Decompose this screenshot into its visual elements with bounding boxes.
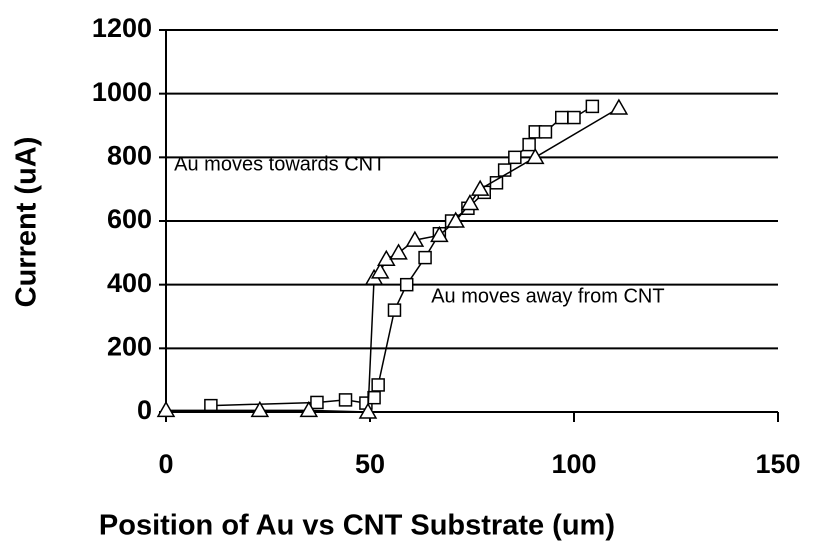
- square-marker: [538, 125, 553, 139]
- triangle-marker: [358, 402, 378, 419]
- triangle-marker: [609, 98, 629, 115]
- annotation: Au moves towards CNT: [174, 154, 385, 176]
- square-marker: [522, 137, 536, 152]
- x-tick-label: 150: [755, 449, 800, 479]
- square-marker: [371, 378, 385, 392]
- x-axis-label: Position of Au vs CNT Substrate (um): [99, 510, 615, 542]
- square-marker: [585, 99, 600, 114]
- square-marker: [310, 395, 324, 410]
- annotation: Au moves away from CNT: [431, 286, 664, 308]
- y-tick-label: 1200: [92, 13, 152, 43]
- y-axis-label: Current (uA): [11, 137, 43, 308]
- y-tick-label: 200: [107, 331, 152, 361]
- triangle-marker: [250, 400, 270, 418]
- square-marker: [567, 110, 581, 125]
- triangle-marker: [370, 262, 390, 279]
- triangle-marker: [389, 243, 408, 260]
- square-marker: [367, 390, 381, 405]
- triangle-marker: [299, 400, 319, 418]
- triangle-marker: [446, 211, 465, 228]
- square-marker: [387, 303, 402, 317]
- square-marker: [338, 393, 353, 407]
- triangle-marker: [460, 193, 480, 211]
- square-marker: [204, 398, 218, 413]
- triangle-marker: [470, 179, 490, 196]
- y-tick-label: 800: [107, 140, 152, 170]
- square-marker: [418, 250, 432, 265]
- x-tick-label: 50: [355, 449, 385, 479]
- square-marker: [555, 110, 569, 125]
- triangle-marker: [405, 230, 425, 247]
- triangle-marker: [156, 400, 176, 418]
- y-tick-label: 600: [107, 204, 152, 234]
- triangle-marker: [430, 225, 449, 243]
- y-tick-label: 0: [137, 395, 152, 425]
- x-tick-label: 0: [158, 449, 173, 479]
- y-tick-label: 1000: [92, 77, 152, 107]
- y-tick-label: 400: [107, 268, 152, 298]
- triangle-marker: [525, 147, 545, 165]
- square-marker: [508, 150, 522, 165]
- square-marker: [399, 277, 414, 292]
- x-tick-label: 100: [551, 449, 596, 479]
